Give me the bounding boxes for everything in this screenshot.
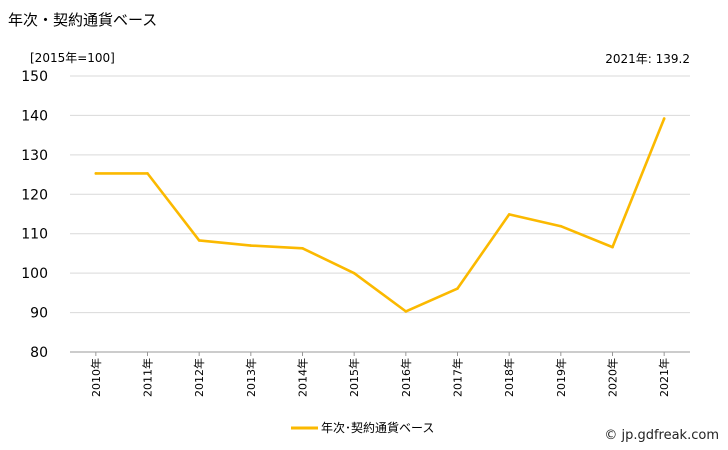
x-tick-label: 2015年 xyxy=(347,358,361,397)
x-tick-label: 2013年 xyxy=(244,358,258,397)
x-tick-label: 2018年 xyxy=(502,358,516,397)
y-tick-label: 100 xyxy=(21,266,48,282)
legend-label: 年次･契約通貨ベース xyxy=(321,420,434,435)
data-point xyxy=(146,172,149,175)
source-credit: © jp.gdfreak.com xyxy=(604,428,719,443)
x-tick-label: 2012年 xyxy=(192,358,206,397)
data-point xyxy=(507,213,511,216)
x-tick-label: 2011年 xyxy=(141,358,155,397)
data-point xyxy=(249,244,253,247)
data-point xyxy=(559,224,563,228)
chart-title: 年次・契約通貨ベース xyxy=(8,11,158,29)
y-tick-label: 90 xyxy=(30,306,48,322)
x-tick-label: 2010年 xyxy=(89,358,103,397)
data-point xyxy=(352,271,356,275)
y-axis: 80 90 100 110 120 130 140 150 xyxy=(21,69,48,361)
grid-lines xyxy=(70,75,690,353)
series-line xyxy=(94,117,666,313)
y-tick-label: 140 xyxy=(21,108,48,124)
x-tick-label: 2021年 xyxy=(657,358,671,397)
latest-value-label: 2021年: 139.2 xyxy=(605,52,690,66)
data-point xyxy=(611,245,614,249)
y-tick-label: 130 xyxy=(21,148,48,164)
y-tick-label: 110 xyxy=(21,227,48,243)
y-tick-label: 120 xyxy=(21,187,48,203)
data-point xyxy=(662,117,666,120)
y-tick-label: 80 xyxy=(30,345,48,361)
y-unit-label: [2015年=100] xyxy=(30,51,115,65)
x-tick-label: 2019年 xyxy=(554,358,568,397)
x-axis: 2010年 2011年 2012年 2013年 2014年 2015年 2016年 2017年… xyxy=(89,352,671,397)
y-tick-label: 150 xyxy=(21,69,48,85)
data-point xyxy=(197,239,201,242)
data-point xyxy=(94,172,98,175)
x-tick-label: 2014年 xyxy=(296,358,310,397)
data-point xyxy=(301,247,304,250)
legend: 年次･契約通貨ベース xyxy=(291,420,434,435)
x-tick-label: 2020年 xyxy=(606,358,620,397)
data-point xyxy=(404,310,408,313)
x-tick-label: 2016年 xyxy=(399,358,413,397)
series-layer xyxy=(94,117,666,313)
data-point xyxy=(456,287,459,290)
x-tick-label: 2017年 xyxy=(451,358,465,397)
